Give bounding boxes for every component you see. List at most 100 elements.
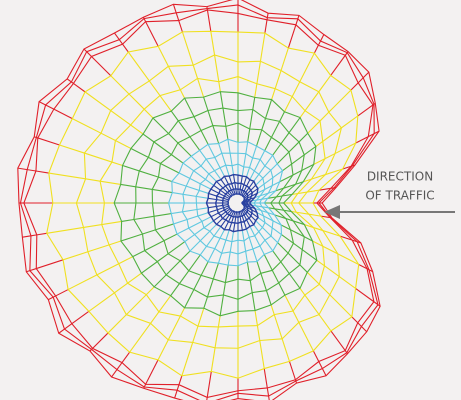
mesh-spoke (225, 229, 230, 241)
mesh-spoke (276, 151, 290, 165)
mesh-spoke (153, 274, 167, 288)
mesh-spoke (179, 307, 186, 317)
mesh-spoke (255, 220, 263, 228)
mesh-spoke (240, 175, 243, 184)
mesh-spoke (263, 177, 274, 185)
mesh-spoke (312, 240, 324, 247)
mesh-spoke (83, 224, 102, 229)
mesh-spoke (206, 9, 212, 32)
mesh-spoke (222, 107, 227, 127)
mesh-spoke (272, 181, 280, 187)
mesh-spoke (67, 274, 98, 291)
mesh-spoke (287, 24, 297, 49)
mesh-spoke (216, 204, 223, 207)
mesh-spoke (329, 294, 353, 318)
mesh-spoke (241, 210, 245, 216)
mesh-spoke (230, 210, 235, 217)
mesh-spoke (231, 183, 235, 190)
mesh-spoke (256, 261, 262, 274)
mesh-spoke (260, 273, 267, 291)
mesh-spoke (182, 193, 197, 197)
mesh-spoke (193, 170, 206, 180)
mesh-spoke (225, 185, 230, 192)
mesh-spoke (100, 180, 121, 185)
mesh-spoke (256, 212, 264, 217)
mesh-spoke (320, 34, 325, 42)
mesh-spoke (239, 216, 242, 223)
mesh-spoke (241, 230, 245, 241)
mesh-spoke (261, 206, 269, 209)
mesh-spoke (223, 205, 230, 209)
mesh-spoke (199, 230, 211, 242)
mesh-spoke (210, 31, 216, 56)
mesh-spoke (186, 215, 198, 221)
mesh-spoke (355, 287, 375, 303)
mesh-spoke (253, 173, 260, 182)
mesh-spoke (288, 361, 296, 380)
mesh-spoke (288, 117, 301, 134)
mesh-spoke (306, 189, 320, 193)
mesh-spoke (249, 170, 255, 181)
mesh-spoke (209, 224, 217, 232)
mesh-spoke (199, 189, 209, 194)
mesh-spoke (163, 233, 178, 242)
mesh-spoke (219, 229, 225, 239)
mesh-spoke (243, 193, 248, 198)
mesh-spoke (301, 163, 315, 172)
mesh-spoke (167, 315, 181, 341)
mesh-spoke (264, 19, 268, 34)
mesh-spoke (292, 310, 300, 323)
mesh-spoke (248, 218, 255, 226)
mesh-spoke (192, 65, 199, 79)
mesh-spoke (245, 213, 250, 219)
mesh-spoke (334, 142, 357, 155)
mesh-spoke (145, 286, 155, 296)
mesh-spoke (267, 212, 275, 216)
mesh-spoke (71, 310, 90, 325)
mesh-spoke (268, 207, 275, 210)
mesh-spoke (292, 170, 302, 176)
mesh-spoke (227, 251, 231, 266)
mesh-spoke (254, 207, 262, 212)
mesh-spoke (73, 82, 86, 93)
mesh-spoke (228, 210, 233, 216)
mesh-spoke (110, 110, 131, 126)
mesh-spoke (232, 174, 236, 183)
mesh-spoke (252, 188, 259, 194)
mesh-spoke (144, 240, 165, 252)
mesh-spoke (264, 185, 273, 190)
mesh-spoke (175, 12, 180, 21)
mesh-spoke (270, 235, 279, 244)
mesh-spoke (171, 180, 187, 187)
mesh-spoke (170, 283, 180, 297)
mesh-spoke (223, 207, 230, 211)
mesh-spoke (261, 197, 268, 200)
mesh-spoke (222, 213, 228, 219)
mesh-spoke (279, 111, 285, 122)
mesh-spoke (133, 215, 155, 221)
mesh-spoke (205, 178, 215, 186)
mesh-spoke (218, 143, 223, 154)
mesh-spoke (167, 66, 181, 91)
mesh-spoke (172, 192, 184, 195)
mesh-spoke (325, 168, 343, 176)
mesh-spoke (58, 328, 65, 334)
mesh-spoke (158, 295, 172, 313)
mesh-spoke (250, 184, 257, 191)
mesh-spoke (283, 183, 296, 189)
mesh-spoke (200, 165, 210, 175)
mesh-spoke (160, 162, 180, 174)
mesh-spoke (206, 397, 208, 400)
mesh-spoke (283, 96, 293, 113)
mesh-spoke (233, 189, 236, 195)
mesh-spoke (203, 296, 208, 309)
mesh-spoke (225, 208, 231, 213)
mesh-spoke (240, 190, 243, 196)
mesh-spoke (290, 229, 305, 238)
mesh-spoke (176, 227, 189, 235)
mesh-spoke (271, 227, 282, 236)
mesh-spoke (288, 273, 301, 289)
mesh-spoke (189, 240, 201, 252)
mesh-spoke (206, 278, 214, 298)
